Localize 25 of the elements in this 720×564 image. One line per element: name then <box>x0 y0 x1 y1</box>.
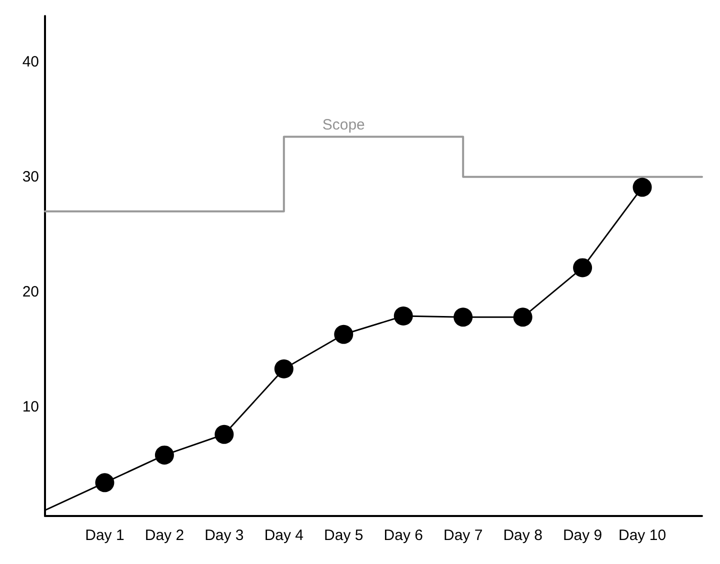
point <box>334 324 354 344</box>
point <box>454 308 473 327</box>
point <box>274 359 294 378</box>
point <box>214 424 234 444</box>
point <box>513 308 532 327</box>
x-tick-label: Day 8 <box>503 527 542 544</box>
x-tick-label: Day 10 <box>618 527 666 544</box>
x-tick-label: Day 6 <box>384 527 423 544</box>
point <box>154 446 174 465</box>
x-tick-label: Day 4 <box>264 527 304 544</box>
y-tick-label: 10 <box>22 398 39 416</box>
x-tick-label: Day 7 <box>443 527 483 544</box>
point <box>573 258 592 278</box>
x-tick-label: Day 5 <box>324 527 364 544</box>
point <box>95 473 114 492</box>
y-tick-label: 20 <box>22 283 39 300</box>
y-tick-label: 40 <box>22 53 39 70</box>
x-tick-label: Day 1 <box>85 527 124 544</box>
annotation: Scope <box>322 116 365 134</box>
point <box>632 178 652 197</box>
x-tick-label: Day 3 <box>204 527 244 544</box>
x-tick-label: Day 2 <box>144 527 184 544</box>
point <box>394 306 413 326</box>
y-tick-label: 30 <box>22 168 39 186</box>
x-tick-label: Day 9 <box>562 527 602 544</box>
